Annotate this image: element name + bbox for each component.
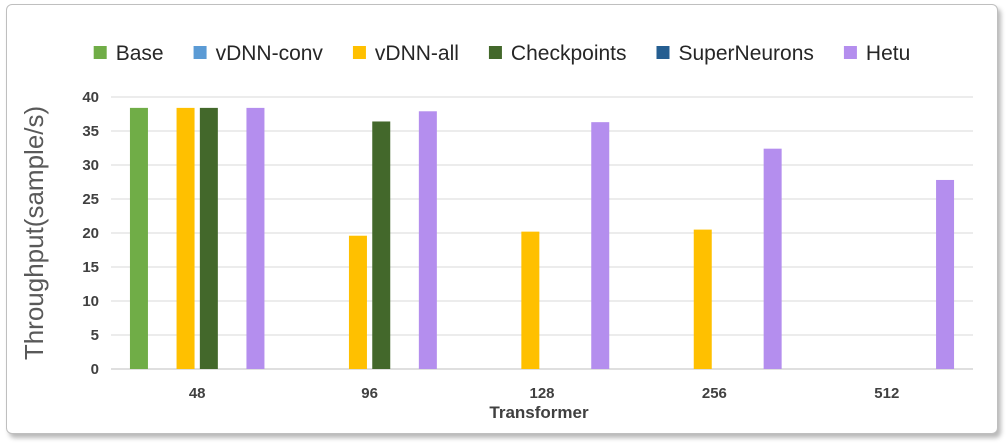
bar-hetu-512 [936,179,955,369]
legend-item: vDNN-conv [193,42,324,65]
bar-hetu-256 [763,148,782,369]
y-tick-label: 10 [82,293,99,310]
legend-item: Checkpoints [488,42,627,65]
legend-label: Checkpoints [511,42,627,65]
legend-label: vDNN-conv [216,42,324,65]
bar-chart: 0 5 10 15 20 25 30 35 40 48 96 128 256 512 Base vDNN-… [19,42,973,422]
legend-swatch [352,46,366,59]
y-tick-label: 20 [82,225,99,242]
bar-checkpoints-96 [372,121,391,369]
bar-checkpoints-48 [199,107,218,369]
bar-hetu-96 [418,111,437,369]
bar-hetu-128 [591,122,610,369]
legend-swatch [93,46,107,59]
x-tick-label: 96 [361,385,378,402]
x-tick-label: 128 [529,385,554,402]
x-tick-label: 48 [189,385,206,402]
legend-swatch [656,46,670,59]
legend-item: vDNN-all [352,42,459,65]
legend: Base vDNN-conv vDNN-all Checkpoints SuperNeu… [93,42,910,65]
y-tick-label: 15 [82,259,99,276]
legend-item: Hetu [843,42,910,65]
legend-item: SuperNeurons [656,42,814,65]
y-tick-label: 25 [82,191,99,208]
x-tick-label: 256 [702,385,727,402]
bar-base-48 [129,107,148,369]
bar-vdnn-all-96 [348,235,367,369]
bar-vdnn-all-48 [176,107,195,369]
legend-swatch [843,46,857,59]
bar-hetu-48 [246,107,265,369]
legend-label: Base [116,42,164,65]
legend-label: SuperNeurons [678,42,813,65]
y-tick-label: 0 [91,361,99,378]
y-tick-label: 40 [82,89,99,106]
x-tick-labels: 48 96 128 256 512 [189,385,899,402]
bars [129,107,955,369]
gridlines [111,96,973,370]
x-tick-label: 512 [874,385,899,402]
legend-swatch [488,46,502,59]
y-tick-label: 35 [82,123,99,140]
legend-item: Base [93,42,164,65]
x-axis-title: Transformer [489,403,589,422]
legend-label: vDNN-all [375,42,459,65]
bar-vdnn-all-256 [693,229,712,369]
bar-vdnn-all-128 [521,231,540,369]
y-tick-label: 5 [91,327,99,344]
chart-frame: 0 5 10 15 20 25 30 35 40 48 96 128 256 512 Base vDNN-… [6,4,998,434]
y-tick-label: 30 [82,157,99,174]
y-tick-labels: 0 5 10 15 20 25 30 35 40 [82,89,99,378]
legend-swatch [193,46,207,59]
y-axis-title: Throughput(sample/s) [19,106,49,360]
legend-label: Hetu [866,42,910,65]
